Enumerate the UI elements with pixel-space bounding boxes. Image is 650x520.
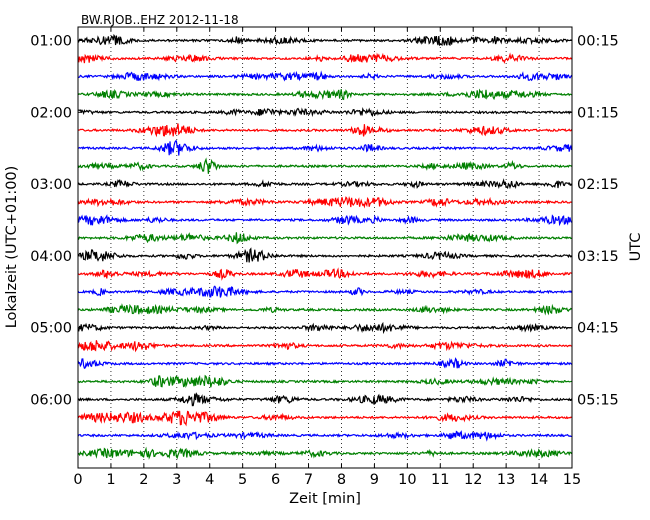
x-tick-label: 12 xyxy=(464,472,482,488)
x-tick-label: 13 xyxy=(497,472,515,488)
trace-row xyxy=(77,232,572,245)
trace-row xyxy=(77,392,573,407)
trace-row xyxy=(77,446,573,460)
y-tick-label-left: 04:00 xyxy=(30,249,72,265)
trace-row xyxy=(77,33,572,47)
x-tick-label: 0 xyxy=(73,472,82,488)
x-tick-label: 2 xyxy=(139,472,148,488)
y-tick-label-right: 02:15 xyxy=(577,177,619,193)
y-tick-label-left: 03:00 xyxy=(30,177,72,193)
x-axis-label: Zeit [min] xyxy=(289,491,361,507)
x-tick-label: 9 xyxy=(370,472,379,488)
x-tick-label: 3 xyxy=(172,472,181,488)
x-tick-label: 8 xyxy=(337,472,346,488)
y-tick-label-right: 03:15 xyxy=(577,249,619,265)
x-tick-label: 11 xyxy=(431,472,449,488)
chart-title: BW.RJOB..EHZ 2012-11-18 xyxy=(81,13,239,27)
trace-row xyxy=(77,140,573,156)
trace-row xyxy=(77,267,572,281)
trace-row xyxy=(77,430,572,442)
trace-row xyxy=(77,157,573,174)
trace-row xyxy=(77,410,572,427)
x-tick-label: 4 xyxy=(205,472,214,488)
x-tick-label: 14 xyxy=(530,472,548,488)
y-tick-label-right: 01:15 xyxy=(577,105,619,121)
y-tick-label-right: 04:15 xyxy=(577,321,619,337)
y-axis-label-right: UTC xyxy=(628,233,644,262)
plot-frame xyxy=(77,26,573,469)
y-tick-label-left: 05:00 xyxy=(30,321,72,337)
trace-row xyxy=(77,321,572,335)
x-tick-label: 5 xyxy=(238,472,247,488)
trace-row xyxy=(77,106,572,118)
trace-row xyxy=(77,195,572,209)
grid-layer xyxy=(110,27,540,468)
x-tick-label: 15 xyxy=(563,472,581,488)
trace-row xyxy=(77,88,572,101)
x-tick-label: 1 xyxy=(106,472,115,488)
trace-row xyxy=(77,340,572,353)
trace-row xyxy=(77,285,573,298)
y-tick-label-right: 00:15 xyxy=(577,34,619,50)
trace-row xyxy=(77,214,573,227)
y-axis-label-left: Lokalzeit (UTC+01:00) xyxy=(4,166,20,329)
y-tick-label-left: 02:00 xyxy=(30,105,72,121)
trace-row xyxy=(77,70,573,82)
trace-row xyxy=(77,178,572,190)
trace-row xyxy=(77,123,573,138)
trace-row xyxy=(77,374,572,389)
y-tick-label-left: 06:00 xyxy=(30,393,72,409)
trace-row xyxy=(77,357,573,370)
trace-row xyxy=(77,52,573,64)
x-tick-label: 7 xyxy=(304,472,313,488)
y-tick-label-left: 01:00 xyxy=(30,34,72,50)
x-tick-label: 6 xyxy=(271,472,280,488)
x-tick-label: 10 xyxy=(398,472,416,488)
trace-row xyxy=(77,303,572,316)
trace-layer xyxy=(77,33,573,460)
y-tick-label-right: 05:15 xyxy=(577,393,619,409)
trace-row xyxy=(77,247,572,263)
